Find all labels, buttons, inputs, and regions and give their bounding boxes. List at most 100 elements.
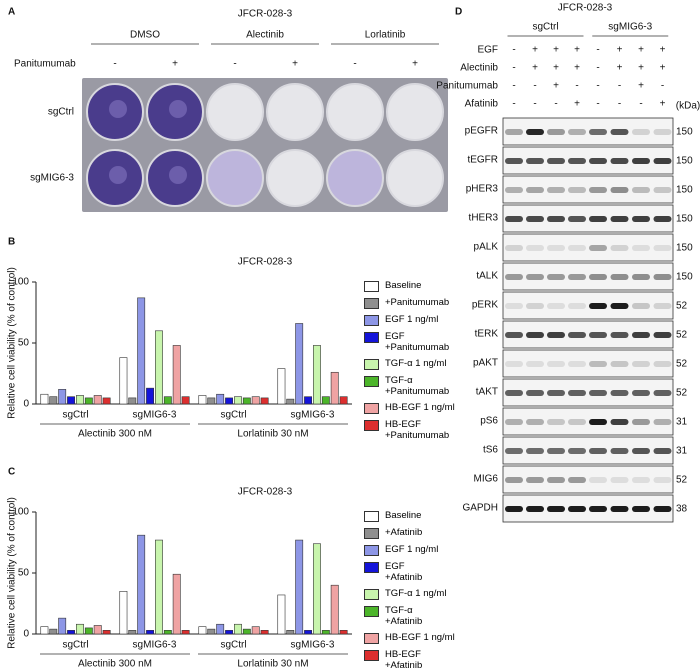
treatment-sign: +: [660, 45, 666, 56]
well: [326, 83, 384, 141]
treatment-sign: -: [618, 81, 621, 92]
legend-item: TGF-α +Afatinib: [364, 605, 455, 627]
well: [206, 149, 264, 207]
band: [589, 506, 607, 512]
treatment-sign: -: [533, 99, 536, 110]
band: [610, 332, 629, 338]
legend: Baseline +Panitumumab EGF 1 ng/ml EGF +Pani…: [364, 280, 455, 446]
band: [632, 158, 650, 164]
blot-label: tALK: [476, 271, 498, 282]
treatment-sign: +: [574, 99, 580, 110]
bar: [119, 590, 128, 635]
treatment-sign: -: [575, 81, 578, 92]
bar: [286, 398, 295, 405]
bar: [137, 534, 146, 635]
x-tick-label: sgCtrl: [220, 410, 246, 421]
colony-center: [109, 166, 127, 184]
panel-label: A: [8, 7, 15, 18]
bar: [260, 397, 269, 405]
band: [505, 419, 523, 425]
legend-text: +Afatinib: [385, 527, 423, 538]
legend-text: EGF +Afatinib: [385, 561, 423, 583]
band: [653, 303, 672, 309]
bar: [225, 397, 234, 405]
panel-label: C: [8, 467, 15, 478]
band: [505, 187, 523, 193]
treatment-sign: -: [596, 99, 599, 110]
band: [610, 245, 629, 251]
legend-swatch: [364, 420, 379, 431]
band: [610, 158, 629, 164]
bar: [155, 539, 163, 635]
band: [505, 506, 523, 512]
x-tick-label: sgMIG6-3: [133, 410, 177, 421]
band: [526, 477, 544, 483]
bar: [277, 368, 286, 405]
column-header: DMSO: [130, 30, 160, 41]
chart-title: JFCR-028-3: [238, 257, 293, 268]
panel-label: B: [8, 237, 15, 248]
legend-item: +Afatinib: [364, 527, 455, 539]
legend-text: TGF-α +Panitumumab: [385, 375, 450, 397]
band: [526, 216, 544, 222]
group-label: Alectinib 300 nM: [78, 429, 152, 440]
kda-marker: 52: [676, 475, 688, 486]
band: [653, 274, 672, 280]
band: [653, 187, 672, 193]
band: [547, 361, 565, 367]
bar: [137, 297, 146, 405]
kda-marker: 31: [676, 417, 688, 428]
colony-center: [169, 100, 187, 118]
treatment-sign: +: [638, 81, 644, 92]
bar: [58, 389, 67, 405]
band: [505, 332, 523, 338]
band: [526, 448, 544, 454]
treatment-sign: -: [512, 63, 515, 74]
group-label: sgCtrl: [532, 22, 558, 33]
bar: [67, 630, 75, 635]
band: [568, 303, 586, 309]
bar: [312, 543, 321, 635]
kda-marker: 150: [676, 127, 693, 138]
treatment-sign: +: [617, 63, 623, 74]
band: [526, 390, 544, 396]
y-axis-label: Relative cell viability (% of control): [7, 497, 18, 649]
band: [505, 361, 523, 367]
band: [526, 158, 544, 164]
kda-marker: 150: [676, 272, 693, 283]
legend-item: EGF +Panitumumab: [364, 331, 455, 353]
band: [505, 303, 523, 309]
band: [568, 390, 586, 396]
treatment-label: Panitumumab: [436, 81, 498, 92]
legend-text: TGF-α 1 ng/ml: [385, 358, 447, 369]
treatment-sign: -: [512, 99, 515, 110]
band: [653, 361, 672, 367]
band: [610, 303, 629, 309]
band: [653, 448, 672, 454]
treatment-sign: +: [412, 59, 418, 70]
band: [547, 332, 565, 338]
treatment-label: Panitumumab: [14, 59, 76, 70]
blot-label: tAKT: [476, 387, 498, 398]
y-tick-label: 0: [23, 399, 29, 410]
bar: [312, 345, 321, 405]
band: [526, 129, 544, 135]
band: [610, 419, 629, 425]
band: [547, 245, 565, 251]
colony-center: [109, 100, 127, 118]
band: [610, 477, 629, 483]
legend-text: Baseline: [385, 510, 422, 521]
bar: [286, 630, 295, 635]
band: [505, 274, 523, 280]
treatment-sign: +: [553, 63, 559, 74]
band: [568, 187, 586, 193]
band: [568, 245, 586, 251]
treatment-sign: -: [661, 81, 664, 92]
bar: [242, 397, 251, 405]
treatment-label: Afatinib: [465, 99, 499, 110]
band: [568, 419, 586, 425]
band: [547, 448, 565, 454]
kda-marker: 52: [676, 330, 688, 341]
band: [653, 332, 672, 338]
kda-unit: (kDa): [676, 101, 700, 112]
